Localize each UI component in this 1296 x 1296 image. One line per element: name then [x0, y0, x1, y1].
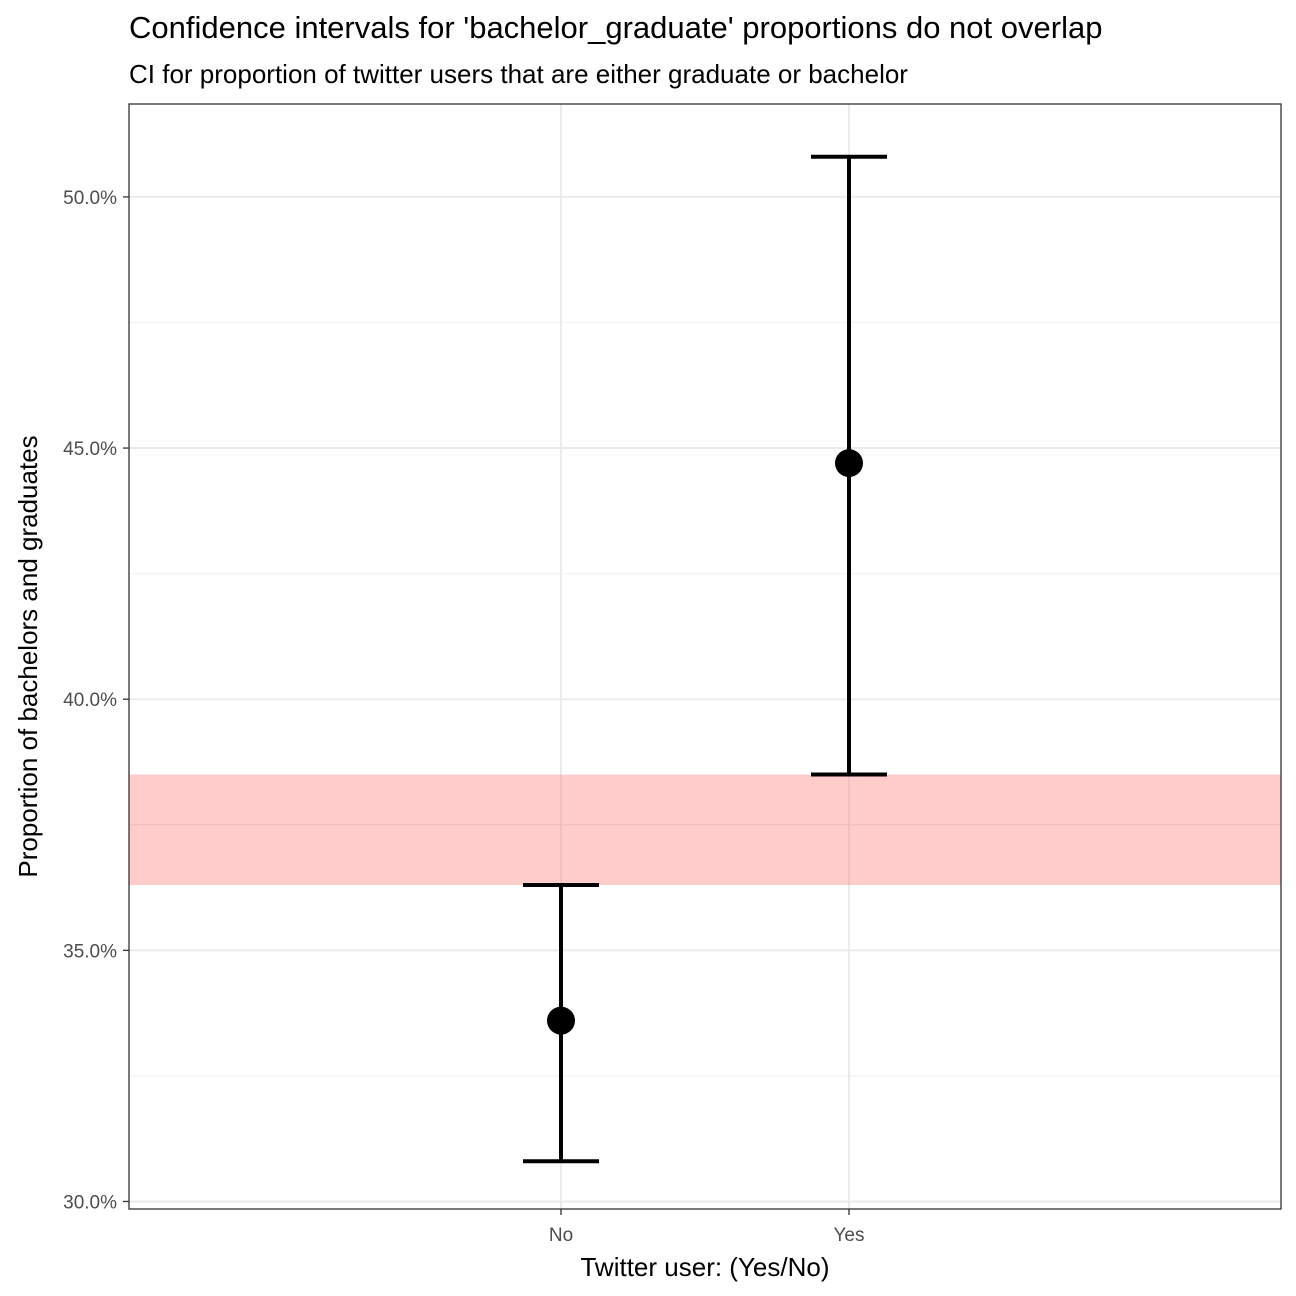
- point-estimate-no: [547, 1006, 575, 1035]
- x-axis-title: Twitter user: (Yes/No): [580, 1252, 829, 1282]
- y-tick-label: 35.0%: [63, 941, 117, 962]
- gap-band-layer: [129, 774, 1281, 886]
- y-tick-label: 50.0%: [63, 188, 117, 209]
- y-tick-label: 30.0%: [63, 1192, 117, 1213]
- chart-title: Confidence intervals for 'bachelor_gradu…: [129, 10, 1103, 45]
- panel-border: [128, 103, 1282, 1210]
- grid-over-layer: [129, 774, 1281, 886]
- x-tick-label: Yes: [834, 1225, 865, 1246]
- gap-band: [129, 774, 1281, 886]
- chart-subtitle: CI for proportion of twitter users that …: [129, 59, 908, 89]
- y-tick-label: 45.0%: [63, 439, 117, 460]
- axis-layer: 30.0% 35.0% 40.0% 45.0% 50.0% No Yes: [63, 188, 864, 1246]
- x-tick-label: No: [549, 1225, 573, 1246]
- y-axis-title: Proportion of bachelors and graduates: [13, 435, 43, 877]
- y-tick-label: 40.0%: [63, 690, 117, 711]
- point-estimate-yes: [835, 449, 863, 478]
- grid-layer: [129, 104, 1281, 1209]
- mark-layer: [523, 154, 887, 1164]
